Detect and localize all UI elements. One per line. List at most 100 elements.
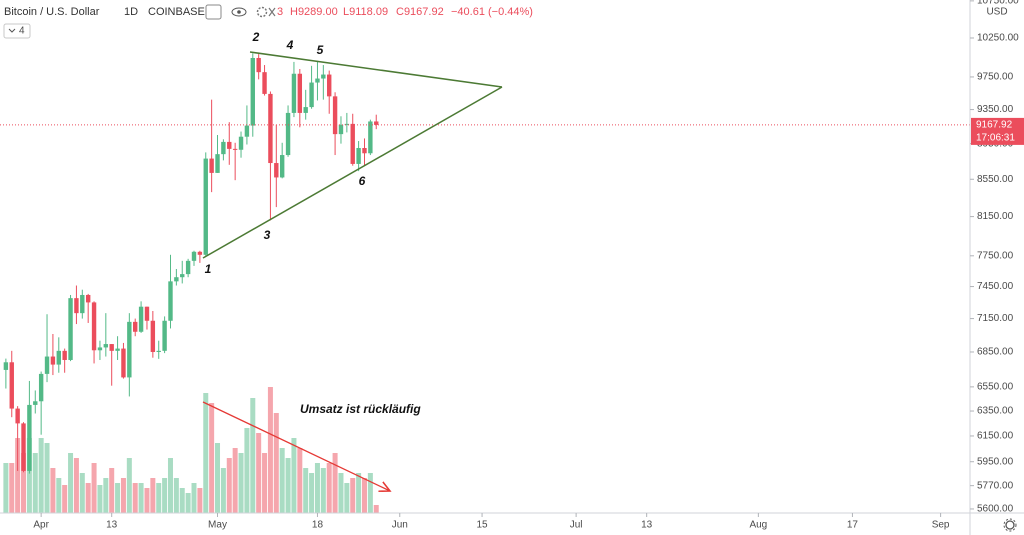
gear-icon[interactable] [1005,520,1015,530]
volume-bar [191,483,197,513]
annotation: 2 [252,30,260,44]
volume-bar [173,478,179,513]
last-price-label: 9167.92 [976,120,1013,131]
volume-bar [120,478,126,513]
candle-body [362,148,367,154]
candle-body [250,57,255,126]
volume-bar [326,463,332,513]
volume-bar [179,488,185,513]
candle-body [109,344,114,351]
close-icon[interactable] [268,7,276,17]
gear-teeth [1003,518,1017,532]
y-tick-label: 5950.00 [977,456,1014,467]
candle-body [156,350,161,352]
volume-bar [138,483,144,513]
candle-body [33,401,38,405]
candle-body [285,112,291,156]
annotation: 5 [317,43,324,57]
x-tick-label: 13 [106,520,118,531]
indicators-count: 4 [19,26,25,37]
candle-body [279,155,285,178]
y-tick-label: 8550.00 [977,174,1014,185]
x-tick-label: Sep [932,520,950,531]
settings-icon[interactable] [256,6,268,18]
volume-bar [126,458,132,513]
candle-body [303,107,308,113]
candle-body [332,96,338,135]
volume-bar [132,483,138,513]
low-value: L9118.09 [343,6,388,18]
volume-bar [68,453,74,513]
volume-bar [256,433,262,513]
candle-body [97,347,103,351]
volume-bar [144,488,150,513]
volume-bar [97,485,103,513]
candle-body [144,306,150,321]
volume-bar [279,448,285,513]
candle-body [162,320,167,351]
countdown-label: 17:06:31 [976,133,1015,144]
candle-body [321,74,326,79]
volume-bar [156,483,162,513]
candle-body [244,125,250,137]
x-tick-label: May [208,520,227,531]
candle-body [309,82,314,108]
candle-body [215,154,220,173]
volume-bar [250,398,256,513]
y-tick-label: 6550.00 [977,382,1014,393]
y-tick-label: 7150.00 [977,313,1014,324]
price-axis: 10750.0010250.009750.009350.008950.00855… [970,0,1019,515]
candle-body [256,57,261,73]
volume-bar [262,453,268,513]
trendline-upper [249,51,503,88]
x-tick-label: 18 [312,520,324,531]
x-tick-label: 13 [641,520,653,531]
volume-bar [226,458,232,513]
volume-bar [356,473,362,513]
volume-bar [115,483,121,513]
volume-bar [215,443,221,513]
interval: 1D [124,6,138,18]
candle-body [291,73,297,113]
candle-body [268,93,273,164]
candle-body [374,121,379,125]
y-tick-label: 7450.00 [977,281,1014,292]
time-axis: Apr 13 May 18 Jun 15 Jul 13 Aug 17 Sep [33,513,950,531]
volume-bar [3,463,9,513]
hide-icon-pupil [237,10,241,14]
volume-bar [291,438,297,513]
indicators-toggle[interactable] [3,23,31,39]
candle-body [327,74,332,97]
volume-bar [73,458,79,513]
volume-bar [15,438,21,513]
y-tick-label: 10750.00 [977,0,1019,7]
currency: USD [986,7,1007,18]
candle-body [356,148,361,164]
candle-body [209,158,214,173]
candle-body [38,373,44,402]
candle-body [115,348,120,351]
candle-body [350,123,355,164]
candle-body [44,356,50,374]
candle-body [197,251,203,255]
annotation: 4 [286,38,294,52]
candle-body [227,141,232,149]
hide-icon[interactable] [231,7,247,17]
candle-body [91,302,97,351]
volume-bar [185,493,191,513]
candle-body [185,260,191,275]
candle-body [221,141,226,155]
volume-bar [162,478,168,513]
volume-bar [26,438,32,513]
volume-bar [320,468,326,513]
chart-options-icon[interactable] [205,4,222,20]
symbol: Bitcoin / U.S. Dollar [4,6,100,18]
settings-gear[interactable] [1003,518,1017,532]
volume-bar [38,438,44,513]
annotation: 1 [205,262,212,276]
volume-bar [220,468,226,513]
candle-body [191,251,197,261]
volume-bar [344,483,350,513]
